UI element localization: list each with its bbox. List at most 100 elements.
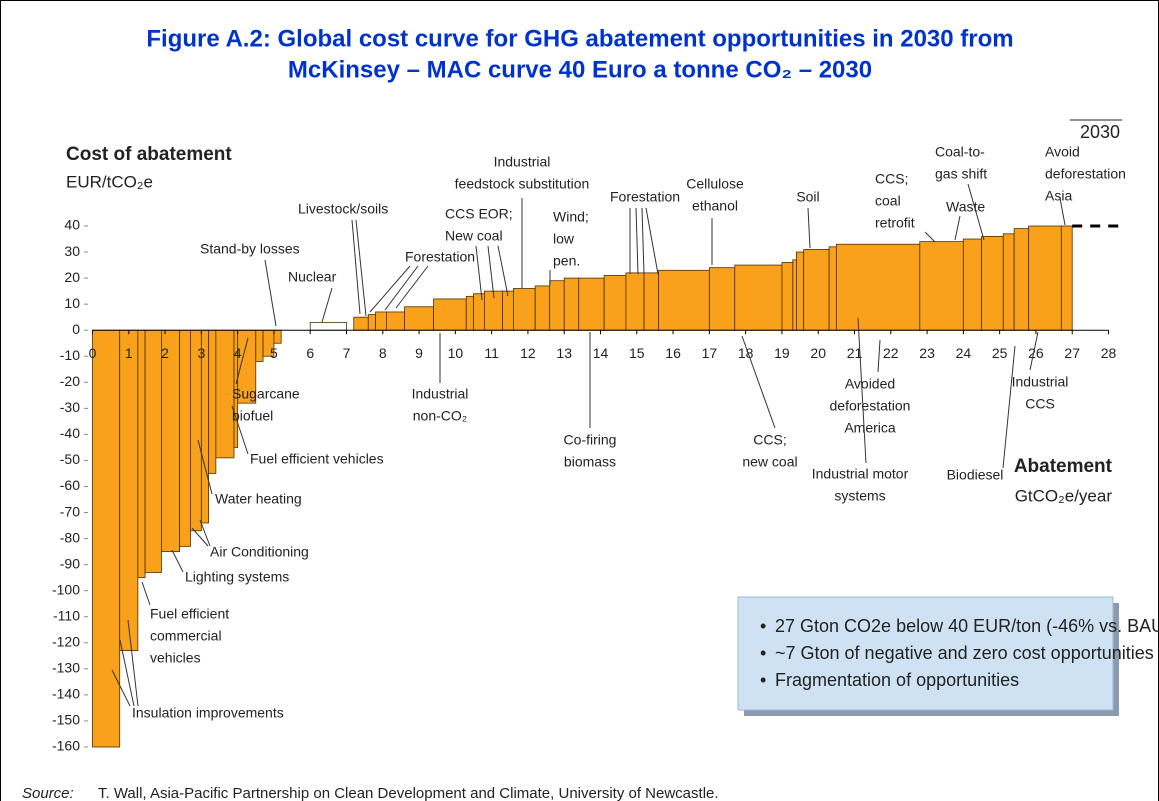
bar	[513, 288, 536, 331]
bar	[465, 295, 474, 331]
x-tick-label: 1	[125, 345, 133, 361]
annotation: Nuclear	[288, 269, 337, 285]
x-tick-label: 24	[956, 345, 972, 361]
bar	[803, 249, 830, 331]
bar	[1013, 228, 1030, 331]
x-tick-label: 7	[343, 345, 351, 361]
leader-line	[369, 265, 411, 313]
x-tick-label: 20	[810, 345, 826, 361]
bar	[1002, 233, 1015, 331]
bar	[309, 321, 347, 331]
bar	[919, 241, 964, 331]
leader-line	[857, 317, 867, 464]
leader-line	[645, 207, 659, 275]
bar	[578, 277, 605, 331]
y-tick-label: -90	[60, 555, 80, 571]
annotation: new coal	[742, 454, 797, 470]
bar	[502, 290, 514, 331]
annotation: Air Conditioning	[210, 544, 309, 560]
annotation: ethanol	[692, 198, 738, 214]
annotation: systems	[834, 488, 885, 504]
x-tick-label: 22	[883, 345, 899, 361]
y-tick-label: -10	[60, 347, 80, 363]
annotation: non-CO₂	[413, 408, 467, 424]
note: 27 Gton CO2e below 40 EUR/ton (-46% vs. …	[775, 616, 1159, 636]
leader-line	[877, 339, 881, 373]
bar	[828, 246, 837, 331]
bar	[404, 306, 434, 331]
leader-line	[355, 219, 367, 317]
annotation: deforestation	[830, 398, 911, 414]
annotation: Sugarcane	[232, 386, 300, 402]
x-tick-label: 17	[702, 345, 718, 361]
x-tick-label: 19	[774, 345, 790, 361]
bar	[781, 262, 794, 331]
annotation: feedstock substitution	[455, 176, 590, 192]
x-tick-label: 25	[992, 345, 1008, 361]
annotation: CCS EOR;	[445, 206, 513, 222]
bar	[386, 311, 405, 331]
bar	[367, 314, 376, 331]
bar	[255, 329, 264, 362]
leader-line	[351, 219, 361, 315]
bar	[708, 267, 736, 331]
x-tick-label: 14	[593, 345, 609, 361]
bullet: •	[760, 670, 766, 690]
chart-title: McKinsey – MAC curve 40 Euro a tonne CO₂…	[288, 56, 872, 83]
x-tick-label: 3	[197, 345, 205, 361]
y-tick-label: -70	[60, 503, 80, 519]
annotation: biomass	[564, 454, 616, 470]
annotation: retrofit	[875, 215, 915, 231]
x-tick-label: 5	[270, 345, 278, 361]
x-tick-label: 8	[379, 345, 387, 361]
leader-line	[1002, 345, 1016, 469]
bar	[137, 329, 146, 579]
leader-line	[127, 619, 139, 707]
x-tick-label: 10	[448, 345, 464, 361]
leader-line	[497, 245, 509, 297]
x-tick-label: 15	[629, 345, 645, 361]
y-tick-label: 40	[64, 217, 80, 233]
x-tick-label: 28	[1101, 345, 1117, 361]
source: T. Wall, Asia-Pacific Partnership on Cle…	[98, 785, 719, 801]
y-tick-label: 30	[64, 243, 80, 259]
annotation: Asia	[1045, 188, 1072, 204]
leader-line	[199, 519, 211, 547]
annotation: Avoided	[845, 376, 895, 392]
bar	[603, 275, 627, 331]
annotation: coal	[875, 193, 901, 209]
y-tick-label: -80	[60, 529, 80, 545]
annotation: Lighting systems	[185, 569, 289, 585]
y-tick-label: -100	[52, 581, 80, 597]
annotation: vehicles	[150, 650, 201, 666]
annotation: CCS;	[753, 432, 786, 448]
y-tick-label: -40	[60, 425, 80, 441]
annotation: Fuel efficient	[150, 606, 229, 622]
bar	[962, 238, 982, 331]
leader-line	[475, 245, 483, 301]
y-tick-label: -160	[52, 738, 80, 754]
note: Fragmentation of opportunities	[775, 670, 1019, 690]
x-tick-label: 23	[919, 345, 935, 361]
annotation: CCS;	[875, 171, 908, 187]
x-tick-label: 21	[847, 345, 863, 361]
leader-line	[264, 259, 277, 327]
leader-line	[321, 287, 333, 323]
annotation: Industrial	[1012, 374, 1069, 390]
annotation: Waste	[946, 199, 985, 215]
annotation: Coal-to-	[935, 144, 985, 160]
y-tick-label: -130	[52, 660, 80, 676]
bar	[796, 251, 805, 331]
y-axis-title: Cost of abatement	[66, 144, 232, 165]
bar	[658, 269, 710, 331]
annotation: pen.	[553, 253, 580, 269]
annotation: deforestation	[1045, 166, 1126, 182]
leader-line	[487, 245, 495, 299]
x-tick-label: 26	[1028, 345, 1044, 361]
annotation: CCS	[1025, 396, 1055, 412]
bar	[835, 243, 921, 331]
annotation: Forestation	[405, 249, 475, 265]
bar	[179, 329, 191, 547]
leader-line	[1059, 197, 1066, 226]
